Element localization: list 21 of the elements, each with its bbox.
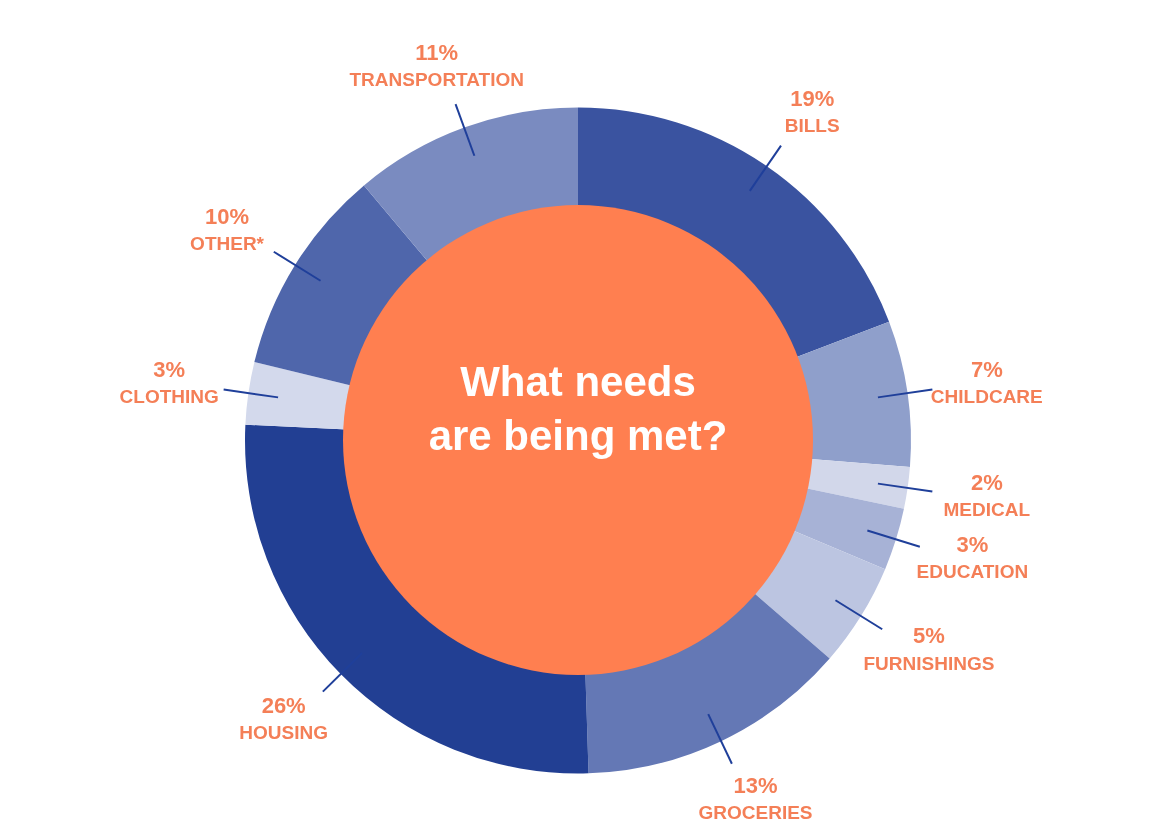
data-label: 19%: [790, 85, 835, 111]
slice-label: GROCERIES: [698, 802, 813, 824]
data-label: 11%: [415, 39, 459, 65]
slice-label: HOUSING: [239, 721, 328, 743]
data-label: 5%: [913, 623, 945, 649]
data-label: 13%: [733, 772, 778, 798]
slice-label: CLOTHING: [119, 386, 219, 408]
slice-label: EDUCATION: [916, 560, 1029, 582]
slice-label: FURNISHINGS: [863, 652, 995, 674]
slice-label: CHILDCARE: [930, 386, 1043, 408]
slice-label: BILLS: [784, 114, 840, 136]
text: What needs are being met?: [428, 357, 728, 461]
data-label: 7%: [970, 356, 1003, 382]
slice-label: OTHER*: [190, 232, 265, 254]
data-label: 10%: [205, 203, 250, 229]
data-label: 2%: [970, 470, 1003, 496]
data-label: 26%: [261, 692, 306, 718]
slice-label: TRANSPORTATION: [349, 68, 524, 90]
slice-label: MEDICAL: [943, 499, 1031, 521]
data-label: 3%: [153, 356, 186, 382]
data-label: 3%: [956, 531, 989, 557]
